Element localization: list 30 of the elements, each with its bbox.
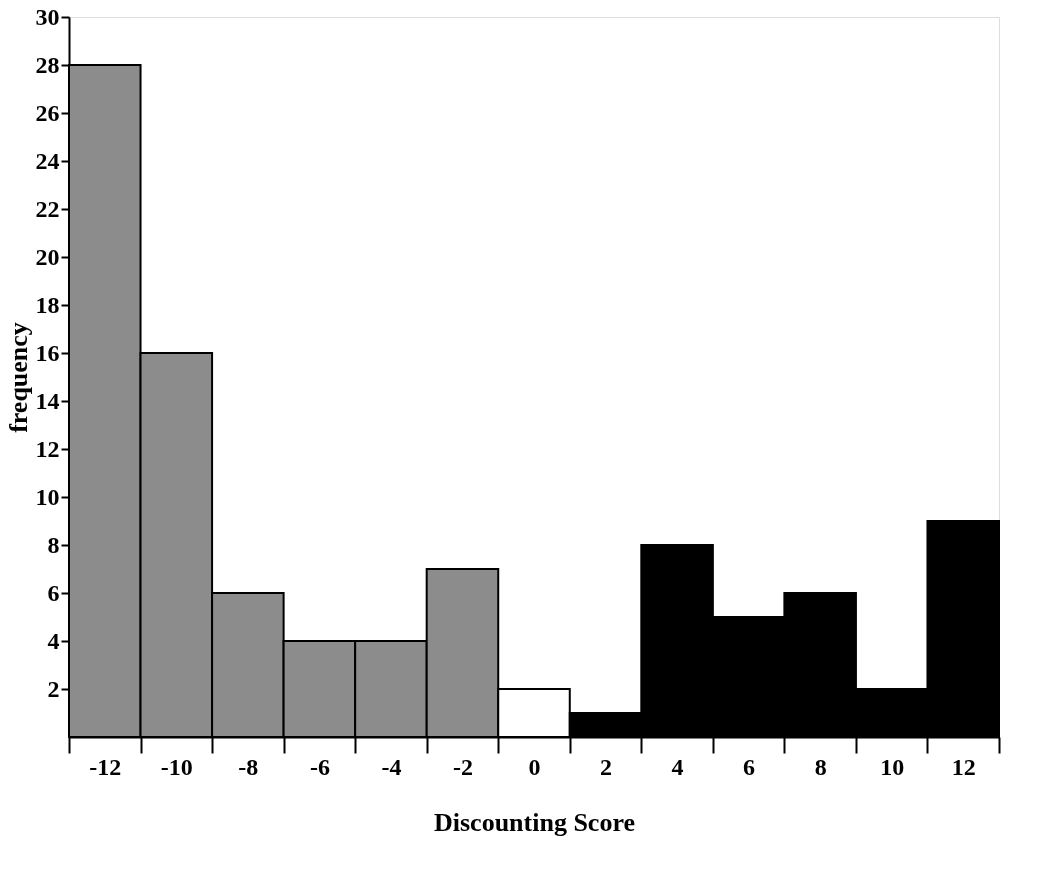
- y-axis-title: frequency: [3, 322, 33, 433]
- x-tick-label: 8: [814, 753, 827, 780]
- x-tick-label: 2: [600, 753, 613, 780]
- x-tick-label: -12: [89, 753, 122, 780]
- y-tick-label: 24: [35, 147, 60, 174]
- y-tick-label: 8: [47, 531, 60, 558]
- x-tick-label: 10: [880, 753, 905, 780]
- y-tick-label: 4: [47, 627, 60, 654]
- x-tick-label: -4: [381, 753, 402, 780]
- x-tick-label: -6: [309, 753, 330, 780]
- y-tick-label: 28: [35, 51, 60, 78]
- y-tick-label: 20: [35, 243, 60, 270]
- y-tick-label: 10: [35, 483, 60, 510]
- y-tick-label: 2: [47, 675, 60, 702]
- x-tick-label: -2: [452, 753, 473, 780]
- y-tick-label: 18: [35, 291, 60, 318]
- y-tick-label: 22: [35, 195, 60, 222]
- x-tick-label: 12: [951, 753, 976, 780]
- y-tick-label: 30: [35, 3, 60, 30]
- y-tick-label: 16: [35, 339, 60, 366]
- x-tick-label: 6: [743, 753, 756, 780]
- x-tick-label: -10: [160, 753, 193, 780]
- x-tick-label: 4: [671, 753, 684, 780]
- x-tick-label: -8: [238, 753, 259, 780]
- y-tick-label: 26: [35, 99, 60, 126]
- y-tick-label: 12: [35, 435, 60, 462]
- y-tick-label: 14: [35, 387, 60, 414]
- x-axis-title: Discounting Score: [433, 807, 636, 837]
- y-tick-label: 6: [47, 579, 60, 606]
- x-tick-label: 0: [528, 753, 541, 780]
